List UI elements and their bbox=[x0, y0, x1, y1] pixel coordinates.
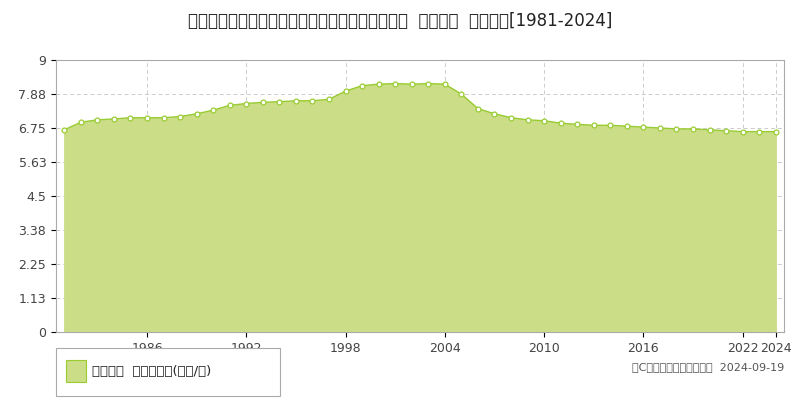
Text: 宮崎県東諸県郡国富町大字木脇字赤池１３３７番  公示地価  地価推移[1981-2024]: 宮崎県東諸県郡国富町大字木脇字赤池１３３７番 公示地価 地価推移[1981-20… bbox=[188, 12, 612, 30]
Text: （C）土地価格ドットコム  2024-09-19: （C）土地価格ドットコム 2024-09-19 bbox=[632, 362, 784, 372]
Text: 公示地価  平均坪単価(万円/坪): 公示地価 平均坪単価(万円/坪) bbox=[92, 365, 211, 378]
